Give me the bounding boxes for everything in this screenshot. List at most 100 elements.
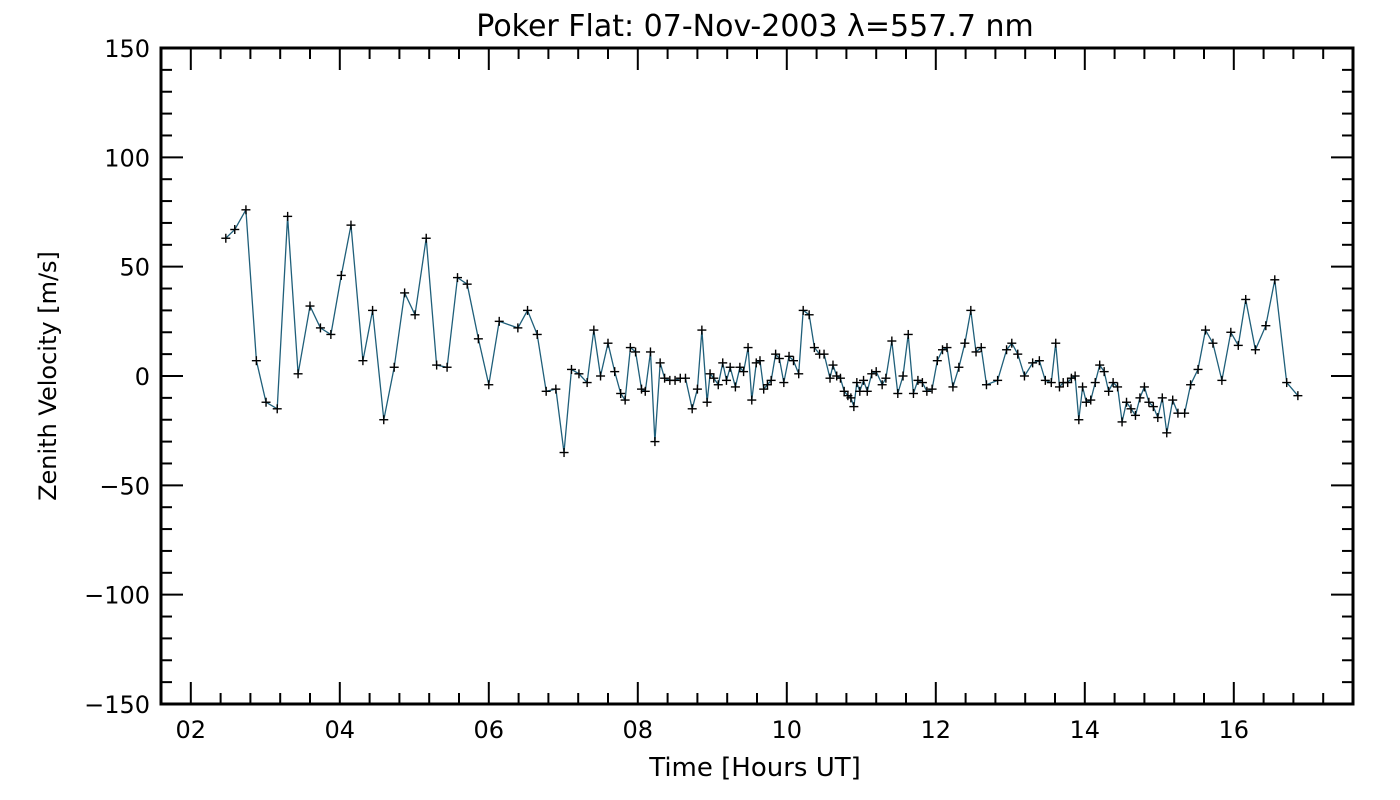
data-point (762, 380, 772, 390)
data-point (680, 373, 690, 383)
data-point (809, 343, 819, 353)
data-point (948, 382, 958, 392)
data-point (1090, 378, 1100, 388)
data-point (631, 347, 641, 357)
data-point (1034, 356, 1044, 366)
data-point (828, 360, 838, 370)
data-point (1113, 382, 1123, 392)
data-point (1241, 294, 1251, 304)
y-tick-label: 50 (119, 254, 150, 282)
series-layer (225, 207, 1299, 453)
data-point (1086, 395, 1096, 405)
data-point (784, 351, 794, 361)
plot-frame (159, 46, 1355, 706)
data-point (574, 369, 584, 379)
data-point (620, 395, 630, 405)
data-point (1104, 386, 1114, 396)
data-point (660, 373, 670, 383)
data-point (1217, 375, 1227, 385)
y-axis-ticks: −150 −100 −50 0 50 100 150 (84, 35, 1353, 719)
data-point (718, 358, 728, 368)
data-point (1122, 397, 1132, 407)
y-tick-label: 0 (135, 363, 150, 391)
data-point (523, 305, 533, 315)
data-point (637, 384, 647, 394)
data-point (1226, 327, 1236, 337)
data-point (1162, 428, 1172, 438)
data-point (1144, 397, 1154, 407)
data-point (1126, 404, 1136, 414)
data-point (908, 388, 918, 398)
data-point (650, 437, 660, 447)
data-point (846, 393, 856, 403)
data-point (721, 375, 731, 385)
data-point (421, 233, 431, 243)
data-point (610, 367, 620, 377)
data-point (1108, 378, 1118, 388)
data-point (766, 375, 776, 385)
data-point (887, 336, 897, 346)
data-point (645, 347, 655, 357)
data-point (709, 373, 719, 383)
x-tick-label: 10 (772, 716, 803, 744)
data-point (774, 354, 784, 364)
data-point (747, 395, 757, 405)
x-tick-label: 16 (1219, 716, 1250, 744)
data-point (687, 404, 697, 414)
chart-title: Poker Flat: 07-Nov-2003 λ=557.7 nm (476, 9, 1033, 44)
data-point (283, 211, 293, 221)
data-point (1270, 275, 1280, 285)
x-tick-label: 14 (1070, 716, 1101, 744)
series-line (225, 207, 1299, 453)
data-point (1139, 382, 1149, 392)
data-point (241, 205, 251, 215)
data-point (713, 380, 723, 390)
data-point (473, 334, 483, 344)
data-point (410, 310, 420, 320)
data-point (358, 356, 368, 366)
data-point (1078, 382, 1088, 392)
data-point (743, 343, 753, 353)
data-point (293, 369, 303, 379)
y-tick-label: −50 (99, 472, 150, 500)
data-point (603, 338, 613, 348)
data-point (917, 378, 927, 388)
data-point (779, 378, 789, 388)
data-point (903, 329, 913, 339)
data-point (835, 373, 845, 383)
data-point (1099, 367, 1109, 377)
data-point (1200, 325, 1210, 335)
data-point (1074, 415, 1084, 425)
data-point (582, 378, 592, 388)
data-point (616, 388, 626, 398)
data-point (589, 325, 599, 335)
data-point (1282, 378, 1292, 388)
data-point (942, 343, 952, 353)
data-point (541, 386, 551, 396)
data-point (771, 349, 781, 359)
data-point (932, 356, 942, 366)
x-tick-label: 04 (325, 716, 356, 744)
data-point (881, 373, 891, 383)
data-point (221, 233, 231, 243)
data-point (400, 288, 410, 298)
data-point (551, 384, 561, 394)
data-point (702, 397, 712, 407)
data-point (859, 375, 869, 385)
data-point (825, 373, 835, 383)
data-point (1070, 371, 1080, 381)
data-point (389, 362, 399, 372)
y-axis-label: Zenith Velocity [m/s] (34, 251, 62, 501)
data-point (1081, 397, 1091, 407)
data-point (1153, 413, 1163, 423)
data-point (832, 371, 842, 381)
data-point (1250, 345, 1260, 355)
data-point (954, 362, 964, 372)
data-point (640, 386, 650, 396)
data-point (705, 369, 715, 379)
data-point (326, 329, 336, 339)
x-axis-ticks: 02 04 06 08 10 12 14 16 (176, 48, 1325, 744)
data-point (966, 305, 976, 315)
data-point (1013, 349, 1023, 359)
